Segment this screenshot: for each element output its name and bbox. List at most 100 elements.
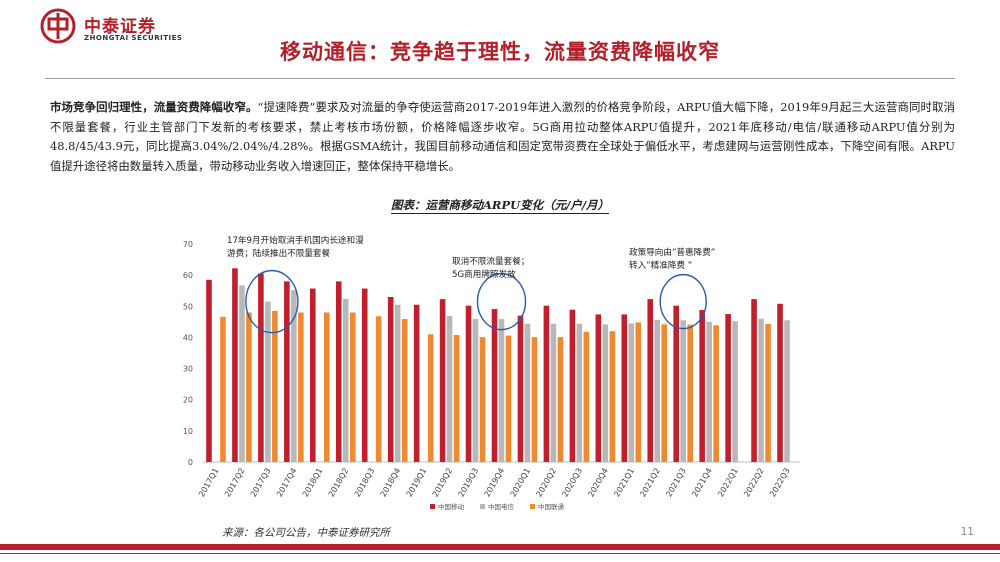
- bar-2022Q2-0: [751, 299, 757, 462]
- bar-2017Q4-2: [298, 312, 304, 462]
- bar-2017Q2-2: [246, 312, 252, 462]
- x-tick-label: 2018Q4: [379, 467, 403, 499]
- bar-2019Q3-2: [479, 337, 486, 462]
- y-tick-label: 10: [183, 427, 193, 436]
- bar-2017Q4-1: [291, 290, 297, 462]
- bar-2019Q3-0: [465, 305, 472, 462]
- annotation-circle: [659, 273, 707, 330]
- bar-2018Q1-2: [324, 312, 330, 462]
- bar-2018Q4-0: [387, 296, 394, 462]
- x-tick-label: 2021Q1: [612, 467, 636, 499]
- annotation-text: 取消不限流量套餐；: [452, 255, 529, 267]
- arpu-bar-chart: 0 10 20 30 40 50 60 70 2017Q1 2017Q2 2017Q3 2017Q4 2…: [183, 234, 800, 511]
- bar-2017Q3-1: [265, 301, 271, 462]
- x-tick-label: 2020Q4: [586, 467, 610, 499]
- x-tick-label: 2022Q3: [768, 467, 792, 499]
- annotation-text: 游费；陆续推出不限量套餐: [227, 247, 331, 259]
- y-tick-label: 0: [188, 458, 193, 467]
- bar-2018Q2-1: [342, 298, 349, 462]
- x-tick-label: 2017Q3: [249, 467, 273, 499]
- annotation-circle: [476, 272, 527, 331]
- bar-2021Q1-1: [628, 323, 635, 462]
- bar-2021Q4-2: [713, 325, 719, 462]
- bar-2019Q2-2: [453, 334, 460, 462]
- bar-2020Q4-1: [602, 324, 609, 462]
- bar-2018Q2-2: [349, 312, 356, 462]
- bar-2019Q2-0: [439, 299, 446, 462]
- x-tick-label: 2019Q3: [457, 467, 481, 499]
- bar-2019Q3-1: [472, 319, 479, 462]
- footer-line: [0, 553, 1000, 554]
- bar-2020Q2-2: [557, 337, 564, 462]
- x-tick-label: 2017Q1: [197, 467, 221, 499]
- bar-2022Q2-2: [765, 324, 771, 462]
- title-divider: [45, 78, 955, 79]
- x-tick-label: 2017Q2: [223, 467, 247, 499]
- x-tick-label: 2021Q4: [690, 467, 714, 499]
- bar-2020Q3-0: [569, 309, 576, 462]
- logo-chinese-name: 中泰证券: [84, 17, 156, 37]
- bar-2019Q4-1: [498, 319, 505, 462]
- bar-2021Q3-2: [687, 324, 693, 462]
- bar-2019Q2-1: [446, 315, 453, 462]
- bar-2018Q3-0: [361, 288, 368, 462]
- bar-2020Q4-2: [609, 331, 616, 462]
- footer-bar: [0, 544, 1000, 550]
- legend-label: 中国联通: [538, 502, 565, 511]
- x-tick-label: 2019Q1: [405, 467, 429, 499]
- bar-2018Q4-1: [394, 304, 401, 462]
- x-tick-label: 2018Q2: [327, 467, 351, 499]
- bar-2021Q2-2: [661, 324, 668, 462]
- x-tick-label: 2021Q2: [638, 467, 662, 499]
- legend-swatch: [430, 504, 435, 509]
- bar-2022Q1-0: [725, 314, 731, 462]
- zhongtai-logo-icon: [40, 8, 76, 44]
- paragraph-lead: 市场竞争回归理性，流量资费降幅收窄。: [50, 100, 258, 114]
- company-logo: 中泰证券 ZHONGTAI SECURITIES: [40, 8, 190, 48]
- bar-2018Q2-0: [335, 281, 342, 462]
- bar-2018Q1-0: [310, 288, 316, 462]
- y-tick-label: 30: [183, 365, 193, 374]
- bar-2017Q1-0: [206, 279, 212, 462]
- page-title: 移动通信：竞争趋于理性，流量资费降幅收窄: [280, 39, 720, 64]
- bar-2022Q1-1: [732, 321, 738, 462]
- bar-2017Q2-1: [239, 285, 245, 462]
- legend-label: 中国电信: [488, 502, 515, 511]
- bar-2019Q4-0: [491, 309, 498, 462]
- source-note: 来源：各公司公告，中泰证券研究所: [222, 527, 390, 539]
- annotation-text: 转入”精准降费 ”: [629, 259, 692, 271]
- bar-2020Q2-0: [543, 305, 550, 462]
- y-tick-label: 40: [183, 333, 193, 342]
- annotation-text: 政策导向由”普惠降费”: [629, 246, 715, 258]
- bar-2018Q3-2: [375, 316, 382, 462]
- body-paragraph: 市场竞争回归理性，流量资费降幅收窄。“提速降费”要求及对流量的争夺使运营商201…: [50, 98, 955, 176]
- x-tick-label: 2018Q3: [353, 467, 377, 499]
- bar-2021Q4-0: [699, 310, 705, 462]
- x-tick-label: 2022Q1: [716, 467, 740, 499]
- bar-2019Q4-2: [505, 335, 512, 462]
- y-tick-label: 60: [183, 271, 193, 280]
- bar-2021Q1-0: [621, 314, 628, 462]
- x-tick-label: 2020Q3: [560, 467, 584, 499]
- chart-title: 图表：运营商移动ARPU变化（元/户/月）: [0, 197, 1000, 214]
- legend-label: 中国移动: [438, 502, 465, 511]
- bar-2019Q1-0: [413, 304, 420, 462]
- y-tick-label: 50: [183, 302, 193, 311]
- bar-2020Q3-2: [583, 331, 590, 462]
- bar-2020Q4-0: [595, 314, 602, 462]
- x-tick-label: 2022Q2: [742, 467, 766, 499]
- annotation-text: 5G商用牌照发放: [452, 268, 516, 280]
- bar-2017Q1-2: [220, 316, 226, 462]
- x-tick-label: 2019Q4: [483, 467, 507, 499]
- chart-title-text: 图表：运营商移动ARPU变化（元/户/月）: [390, 198, 610, 214]
- bar-2022Q3-1: [784, 320, 790, 462]
- annotation-circle: [245, 269, 299, 334]
- x-tick-label: 2019Q2: [431, 467, 455, 499]
- bar-2018Q4-2: [401, 319, 408, 462]
- legend-swatch: [530, 504, 535, 509]
- bar-2017Q3-2: [272, 310, 278, 462]
- x-tick-label: 2017Q4: [275, 467, 299, 499]
- bar-2017Q4-0: [284, 281, 290, 462]
- y-tick-label: 70: [183, 240, 193, 249]
- y-tick-label: 20: [183, 396, 193, 405]
